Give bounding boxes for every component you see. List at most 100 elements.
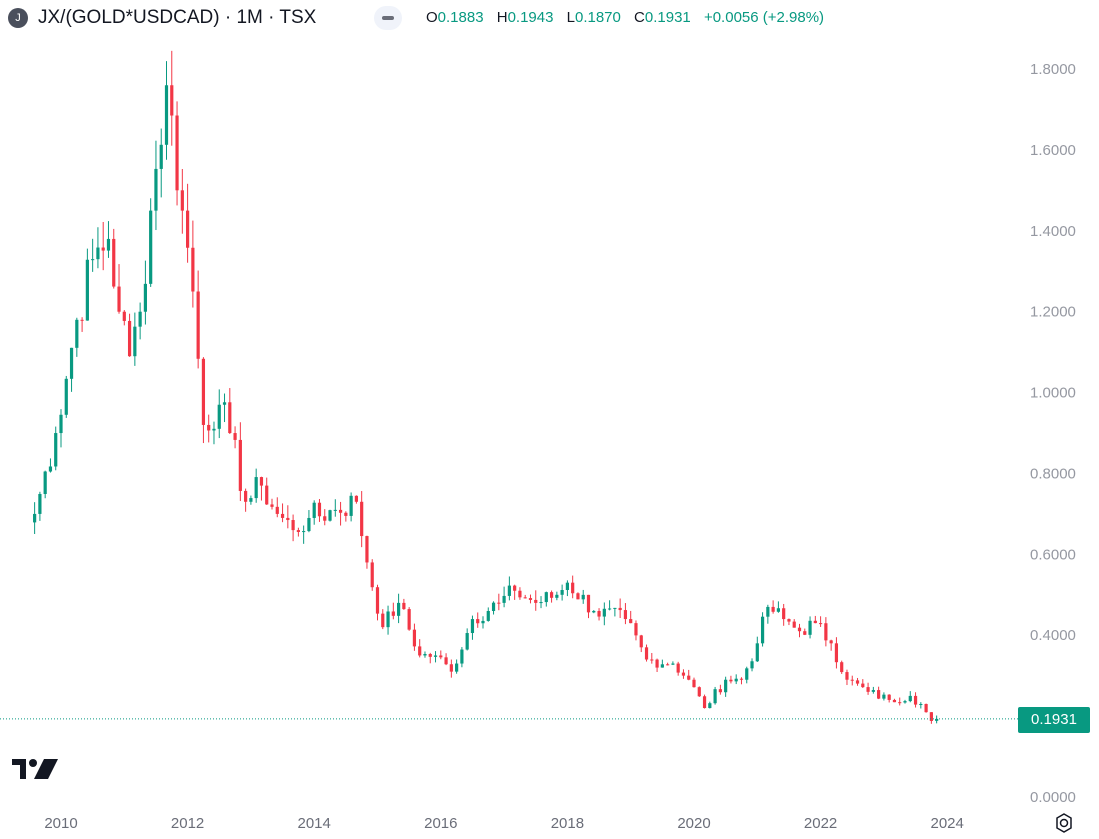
candle-body bbox=[687, 675, 691, 680]
candle-body bbox=[576, 593, 580, 600]
close-value: 0.1931 bbox=[644, 9, 691, 26]
change-value: +0.0056 (+2.98%) bbox=[703, 9, 825, 26]
candle-body bbox=[908, 695, 912, 702]
candle-body bbox=[117, 286, 121, 312]
candle-body bbox=[402, 602, 406, 610]
candle bbox=[666, 662, 670, 666]
candle-body bbox=[112, 238, 116, 287]
candle bbox=[170, 50, 174, 146]
candle-body bbox=[776, 608, 780, 612]
candle bbox=[201, 357, 206, 444]
symbol-title[interactable]: JX/(GOLD*USDCAD) · 1M · TSX bbox=[38, 7, 317, 28]
candle bbox=[903, 699, 907, 704]
open-label: O bbox=[426, 9, 438, 26]
candle-body bbox=[523, 597, 527, 599]
x-tick-label: 2012 bbox=[171, 815, 204, 832]
candle-body bbox=[470, 619, 475, 634]
candle-body bbox=[196, 291, 200, 359]
candle bbox=[196, 270, 200, 369]
candle-body bbox=[824, 623, 828, 641]
candle-body bbox=[54, 433, 58, 467]
candle bbox=[307, 510, 311, 533]
candle bbox=[127, 313, 132, 357]
candle-body bbox=[33, 513, 37, 523]
candle bbox=[502, 586, 506, 608]
candle bbox=[254, 468, 258, 503]
candle bbox=[676, 661, 680, 676]
candle bbox=[48, 458, 53, 473]
candle-body bbox=[528, 598, 533, 600]
candle-body bbox=[766, 606, 770, 617]
candle bbox=[286, 505, 290, 529]
candle bbox=[824, 617, 828, 647]
candle bbox=[671, 661, 675, 666]
collapse-icon[interactable] bbox=[374, 6, 402, 30]
candle bbox=[608, 600, 612, 611]
candle bbox=[834, 637, 839, 669]
candle-body bbox=[254, 477, 258, 499]
candle-body bbox=[903, 701, 907, 703]
candle bbox=[491, 601, 496, 615]
candle-body bbox=[85, 259, 89, 321]
y-tick-label: 1.4000 bbox=[1030, 223, 1076, 240]
x-tick-label: 2024 bbox=[931, 815, 964, 832]
candle-body bbox=[428, 654, 432, 657]
candle-body bbox=[407, 609, 411, 630]
candle bbox=[877, 686, 881, 700]
symbol-logo-icon[interactable]: J bbox=[8, 8, 28, 28]
candle-body bbox=[887, 694, 891, 700]
candle-body bbox=[555, 594, 559, 598]
candle bbox=[470, 615, 475, 640]
candle-body bbox=[101, 247, 105, 251]
candle bbox=[180, 168, 184, 234]
candle-body bbox=[302, 531, 306, 533]
y-tick-label: 0.8000 bbox=[1030, 465, 1076, 482]
candle bbox=[133, 312, 137, 366]
candle-body bbox=[433, 655, 438, 657]
tradingview-logo-icon[interactable] bbox=[12, 757, 58, 781]
candle bbox=[539, 596, 543, 609]
candle-body bbox=[734, 678, 738, 682]
candle bbox=[381, 609, 385, 630]
candle-body bbox=[898, 702, 902, 704]
candle bbox=[734, 674, 738, 685]
candle bbox=[344, 511, 348, 522]
candle-body bbox=[618, 607, 622, 611]
candle-body bbox=[882, 694, 886, 699]
candle bbox=[739, 677, 744, 685]
candle-body bbox=[581, 594, 585, 600]
candle bbox=[249, 495, 253, 505]
candle bbox=[935, 715, 939, 724]
candle-body bbox=[602, 608, 606, 617]
candle bbox=[861, 679, 865, 689]
candle bbox=[412, 623, 417, 651]
settings-icon[interactable] bbox=[1053, 812, 1075, 834]
candle-body bbox=[317, 502, 322, 517]
candle-body bbox=[344, 512, 348, 516]
candle-body bbox=[861, 683, 865, 688]
candle bbox=[154, 140, 158, 231]
candle bbox=[455, 659, 459, 674]
candle bbox=[681, 669, 686, 679]
candle-body bbox=[449, 664, 453, 672]
candle bbox=[924, 703, 928, 713]
candle bbox=[797, 623, 802, 638]
candle-body bbox=[365, 536, 369, 563]
candle-body bbox=[803, 631, 807, 635]
candle bbox=[650, 652, 654, 664]
candle-body bbox=[338, 509, 343, 513]
candle-body bbox=[212, 428, 216, 431]
candle bbox=[602, 602, 606, 626]
candle-body bbox=[43, 471, 47, 494]
candle bbox=[217, 389, 221, 439]
candle bbox=[571, 575, 575, 599]
candle bbox=[919, 702, 923, 709]
candle-body bbox=[191, 247, 195, 292]
candle bbox=[370, 559, 374, 591]
candle bbox=[634, 620, 638, 641]
candle-body bbox=[180, 190, 184, 211]
candle bbox=[576, 592, 580, 600]
candle-body bbox=[644, 647, 649, 660]
close-label: C bbox=[634, 9, 645, 26]
